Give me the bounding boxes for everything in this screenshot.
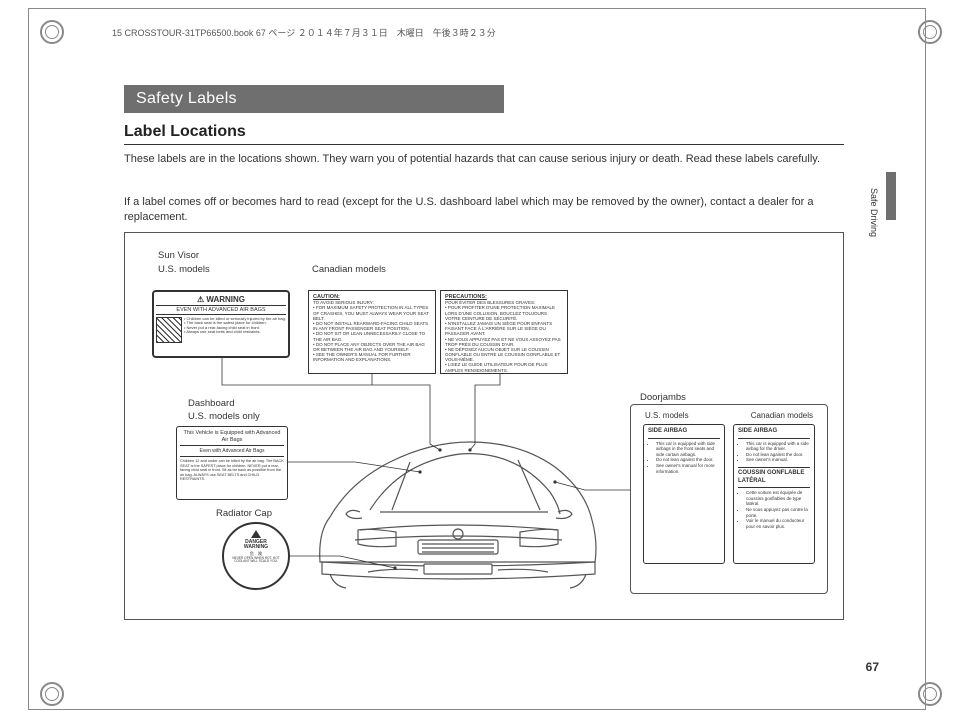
corner-ornament <box>40 20 64 44</box>
dj-ca-item2: Ne vous appuyez pas contre la porte. <box>746 507 810 518</box>
radiator-text: NEVER OPEN WHEN HOT. HOT COOLANT WILL SC… <box>228 557 284 564</box>
dj-ca-list2: Cette voiture est équipée de coussins go… <box>738 490 810 529</box>
chapter-tab-label: Safe Driving <box>869 188 879 237</box>
sun-visor-label: Sun Visor <box>158 250 199 261</box>
dj-ca-list: This car is equipped with a side airbag … <box>738 441 810 464</box>
corner-ornament <box>40 682 64 706</box>
precautions-body: • POUR PROFITER D'UNE PROTECTION MAXIMAL… <box>445 305 563 372</box>
dashboard-label: Dashboard <box>188 398 234 409</box>
dj-us-item: This car is equipped with side airbags i… <box>656 441 720 458</box>
radiator-cap-label: DANGER WARNING 危 険 NEVER OPEN WHEN HOT. … <box>222 522 290 590</box>
us-models-label-1: U.S. models <box>158 264 210 275</box>
car-illustration <box>300 412 610 600</box>
dj-us-list: This car is equipped with side airbags i… <box>648 441 720 475</box>
subsection-title: Label Locations <box>124 123 246 141</box>
dj-us-item: See owner's manual for more information. <box>656 463 720 474</box>
body-paragraph-1: These labels are in the locations shown.… <box>124 152 844 167</box>
dashboard-box-title: This Vehicle is Equipped with Advanced A… <box>180 430 284 446</box>
dj-ca-title: SIDE AIRBAG <box>738 428 810 439</box>
radiator-label: Radiator Cap <box>216 508 272 519</box>
dj-ca-title2: COUSSIN GONFLABLE LATÉRAL <box>738 470 810 488</box>
doorjamb-us-box: SIDE AIRBAG This car is equipped with si… <box>643 424 725 564</box>
dashboard-label-box: This Vehicle is Equipped with Advanced A… <box>176 426 288 500</box>
corner-ornament <box>918 20 942 44</box>
dj-ca-item: See owner's manual. <box>746 457 810 463</box>
warning-text: • Children can be killed or seriously in… <box>184 317 286 343</box>
page-number: 67 <box>866 660 879 674</box>
warning-pictogram-icon <box>156 317 182 343</box>
caution-label-us: CAUTION: TO AVOID SERIOUS INJURY: • FOR … <box>308 290 436 374</box>
chapter-tab <box>886 172 896 220</box>
radiator-triangle-icon <box>251 530 261 538</box>
body-paragraph-2: If a label comes off or becomes hard to … <box>124 195 844 225</box>
doorjamb-group: U.S. models Canadian models SIDE AIRBAG … <box>630 404 828 594</box>
dj-ca-item2: Voir le manuel du conducteur pour en sav… <box>746 518 810 529</box>
dashboard-box-text: Children 12 and under can be killed by t… <box>180 459 284 482</box>
doorjamb-ca-box: SIDE AIRBAG This car is equipped with a … <box>733 424 815 564</box>
corner-ornament <box>918 682 942 706</box>
warning-label-us: ⚠ WARNING EVEN WITH ADVANCED AIR BAGS • … <box>152 290 290 358</box>
dj-ca-label: Canadian models <box>751 411 813 420</box>
header-metadata: 15 CROSSTOUR-31TP66500.book 67 ページ ２０１４年… <box>112 26 496 39</box>
dj-ca-item: This car is equipped with a side airbag … <box>746 441 810 452</box>
section-title-banner: Safety Labels <box>124 85 504 113</box>
caution-body: • FOR MAXIMUM SAFETY PROTECTION IN ALL T… <box>313 305 431 362</box>
dj-us-label: U.S. models <box>645 411 689 420</box>
divider <box>124 144 844 145</box>
doorjambs-label: Doorjambs <box>640 392 686 403</box>
precautions-label-ca: PRECAUTIONS: POUR ÉVITER DES BLESSURES G… <box>440 290 568 374</box>
dj-ca-item2: Cette voiture est équipée de coussins go… <box>746 490 810 507</box>
canadian-models-label-1: Canadian models <box>312 264 386 275</box>
dashboard-box-sub: Even with Advanced Air Bags <box>180 448 284 457</box>
warning-title: ⚠ WARNING <box>156 294 286 306</box>
dashboard-sub-label: U.S. models only <box>188 411 260 422</box>
dj-us-title: SIDE AIRBAG <box>648 428 720 439</box>
warning-subtitle: EVEN WITH ADVANCED AIR BAGS <box>156 306 286 315</box>
